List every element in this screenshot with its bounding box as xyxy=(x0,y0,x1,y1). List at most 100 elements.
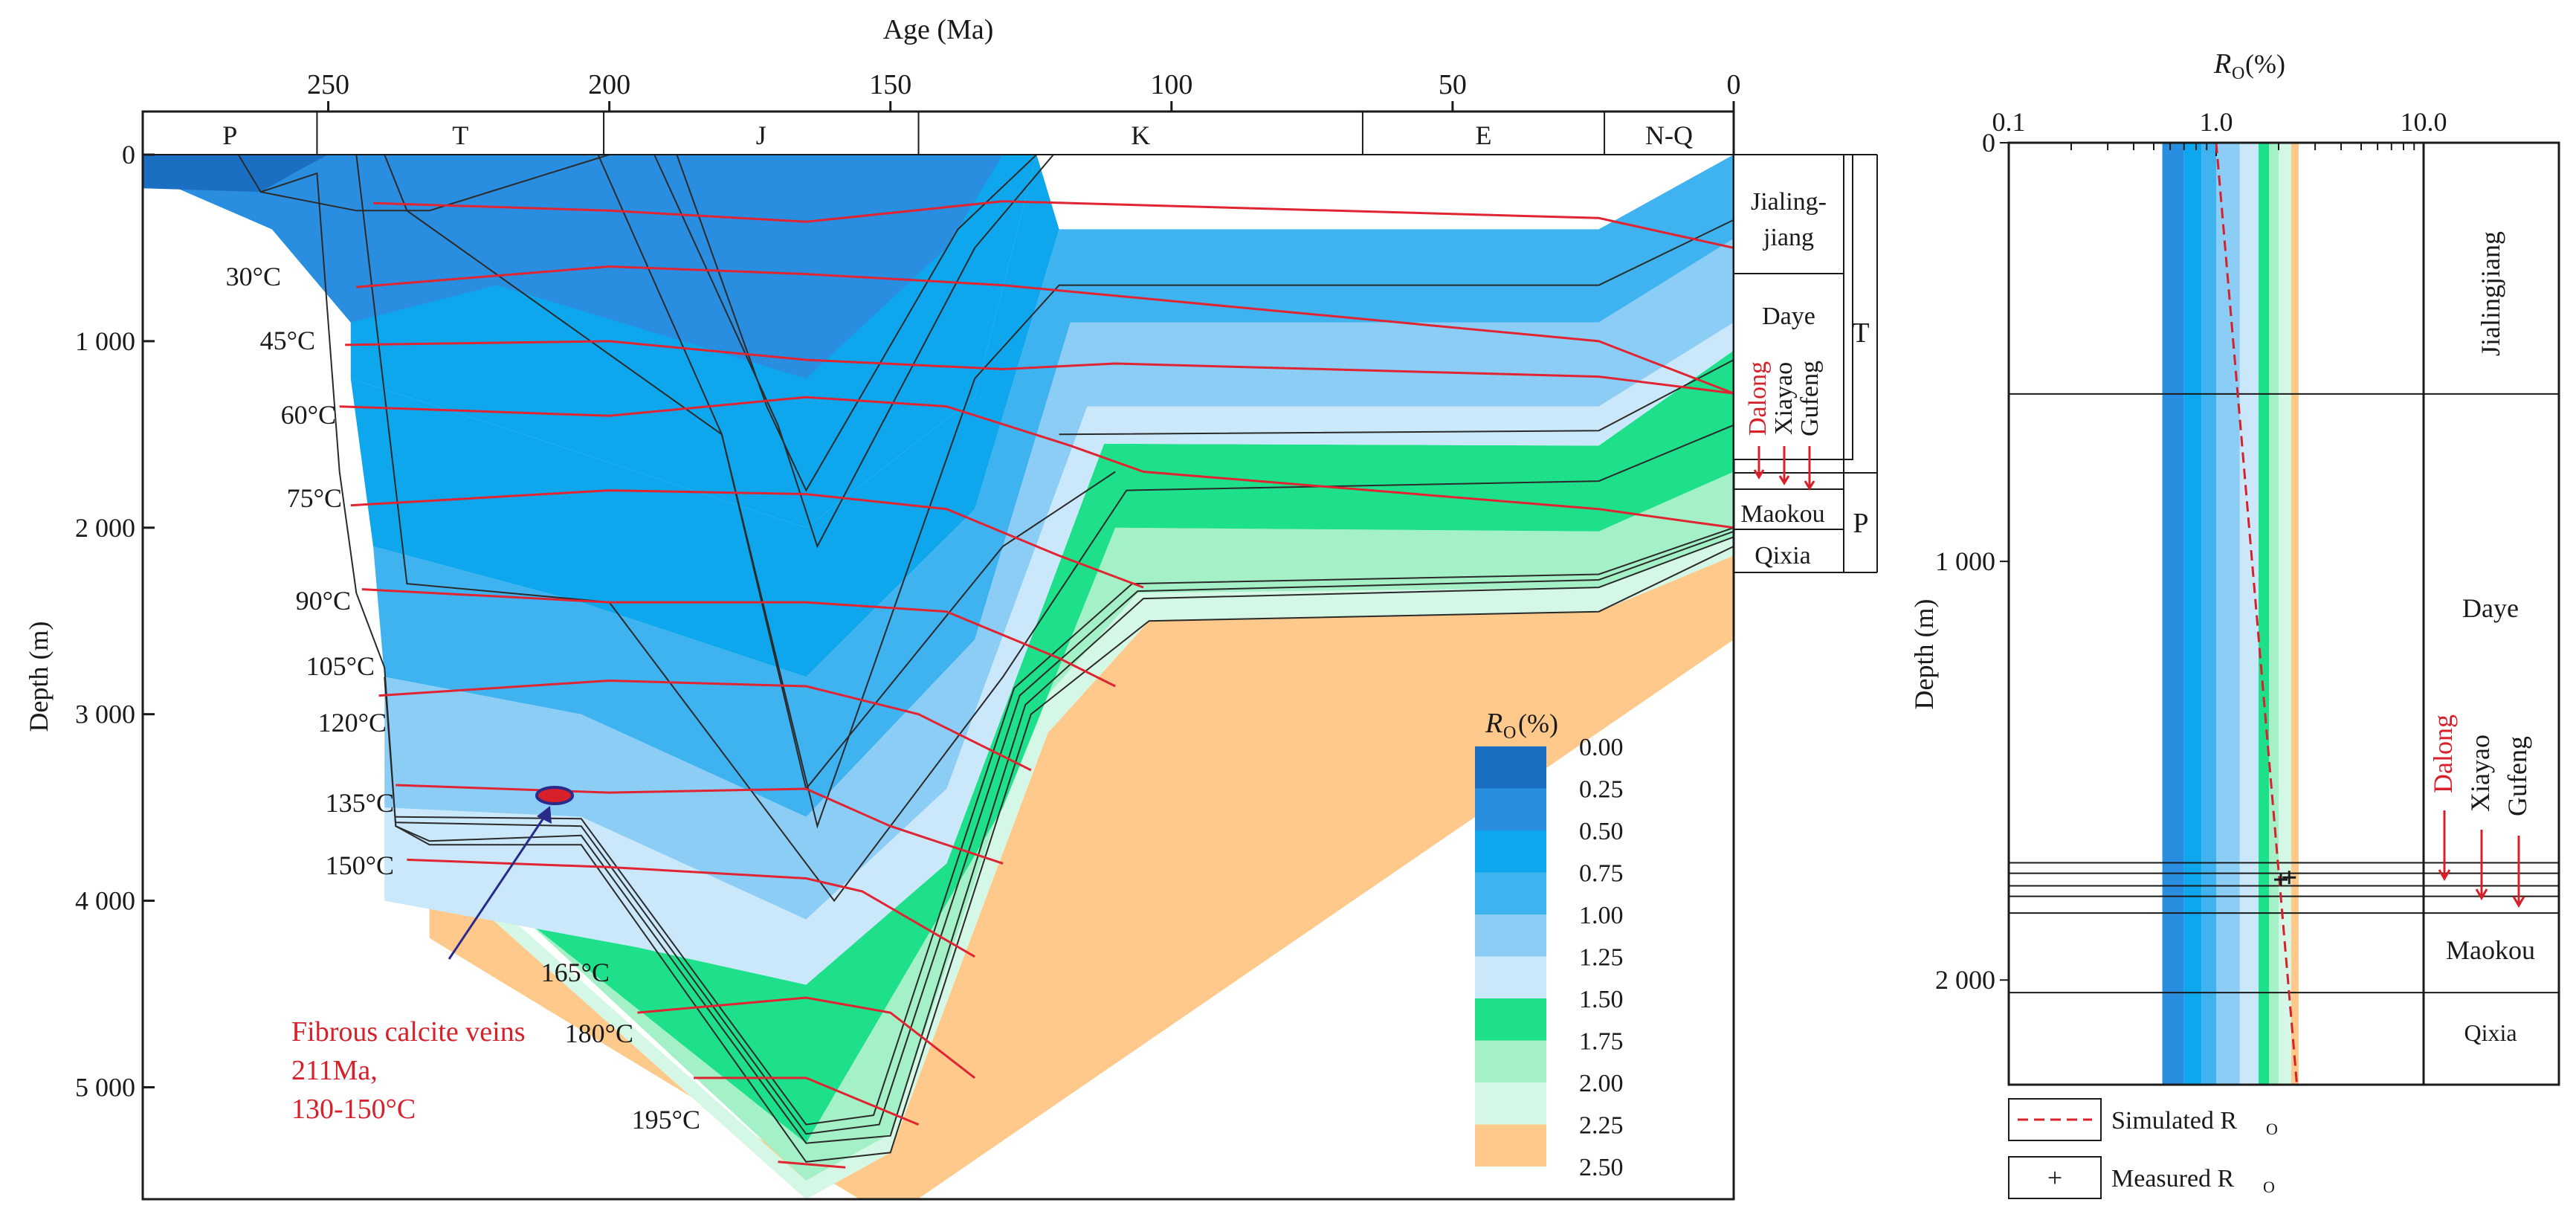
legend-simulated-sub: O xyxy=(2266,1120,2278,1138)
right-depth-tick-label: 1 000 xyxy=(1935,546,1995,576)
formation-boundaries xyxy=(2009,393,2559,994)
right-depth-axis-title: Depth (m) xyxy=(1909,599,1939,710)
calcite-vein-marker xyxy=(535,786,574,805)
age-axis-title: Age (Ma) xyxy=(883,14,994,45)
burial-line xyxy=(260,155,610,212)
ro-band-strip xyxy=(2162,143,2299,1085)
ro-legend-value: 1.75 xyxy=(1579,1028,1624,1056)
measured-ro-points xyxy=(2273,871,2296,887)
ro-legend-value: 2.00 xyxy=(1579,1070,1624,1097)
ro-zone xyxy=(143,155,329,193)
ro-legend-swatch xyxy=(1475,1040,1546,1082)
formation-jialingjiang-1: Jialing- xyxy=(1751,188,1827,216)
system-p-label: P xyxy=(1853,508,1868,539)
burial-line xyxy=(143,155,1734,1163)
depth-tick-label: 2 000 xyxy=(75,513,135,543)
period-label: N-Q xyxy=(1645,120,1693,150)
isotherm-labels: 30°C 45°C 60°C 75°C 90°C 105°C 120°C 135°C 150°C… xyxy=(226,262,700,1135)
isotherm xyxy=(372,200,1734,249)
ro-legend-swatch xyxy=(1475,956,1546,998)
ro-zone xyxy=(350,155,1059,677)
r-formation-daye: Daye xyxy=(2462,593,2519,623)
ro-axis-title-unit: (%) xyxy=(2245,49,2285,79)
burial-history-chart: Age (Ma) 250 200 150 100 50 0 P T J K E N-Q 0 1 000… xyxy=(24,14,1878,1201)
isotherm xyxy=(694,1077,920,1126)
ro-legend-value: 1.25 xyxy=(1579,944,1624,972)
ro-tick-label: 0.1 xyxy=(1992,107,2026,137)
isotherm-label: 105°C xyxy=(306,651,375,681)
r-formation-xiayao: Xiayao xyxy=(2465,735,2495,812)
r-formation-jialingjiang: Jialingjiang xyxy=(2476,231,2505,356)
system-t-label: T xyxy=(1852,317,1869,349)
isotherm xyxy=(361,588,1116,688)
r-formation-qixia: Qixia xyxy=(2464,1019,2517,1046)
ro-legend-value: 0.50 xyxy=(1579,818,1624,845)
isotherm-label: 195°C xyxy=(632,1105,700,1135)
age-tick-label: 50 xyxy=(1439,69,1467,100)
ro-band xyxy=(2201,143,2216,1085)
annotation-line-1: Fibrous calcite veins xyxy=(291,1016,525,1048)
ro-legend-value: 2.25 xyxy=(1579,1112,1624,1140)
formation-xiayao: Xiayao xyxy=(1770,362,1798,435)
legend-measured-sub: O xyxy=(2263,1178,2275,1196)
right-depth-tick-label: 2 000 xyxy=(1935,965,1995,995)
ro-band xyxy=(2216,143,2240,1085)
isotherm-label: 120°C xyxy=(318,708,387,738)
age-tick-label: 100 xyxy=(1150,69,1192,100)
isotherm-label: 90°C xyxy=(296,586,351,616)
age-axis-ticks: 250 200 150 100 50 0 xyxy=(307,69,1741,112)
ro-band xyxy=(2258,143,2270,1085)
ro-legend-title-sub: O xyxy=(1503,723,1516,743)
simulated-ro-line xyxy=(2215,142,2299,1085)
isotherm xyxy=(339,396,1734,529)
legend-simulated-label: Simulated R xyxy=(2111,1107,2237,1135)
ro-legend-swatch xyxy=(1475,872,1546,914)
ro-legend-value: 1.00 xyxy=(1579,902,1624,929)
ro-legend-swatch xyxy=(1475,998,1546,1041)
right-depth-tick-label: 0 xyxy=(1982,128,1995,158)
r-formation-maokou: Maokou xyxy=(2446,935,2535,965)
ro-band xyxy=(2269,143,2279,1085)
depth-tick-label: 4 000 xyxy=(75,886,135,916)
burial-line xyxy=(396,530,1734,1135)
ro-zone xyxy=(384,322,1734,985)
age-tick-label: 0 xyxy=(1727,69,1741,100)
right-legend: Simulated R O + Measured R O xyxy=(2008,1098,2278,1199)
ro-axis-title-sub: O xyxy=(2232,64,2244,83)
annotation-line-2: 211Ma, xyxy=(291,1055,378,1086)
isotherm xyxy=(345,340,1734,395)
isotherm-label: 165°C xyxy=(541,958,610,987)
formation-daye: Daye xyxy=(1762,303,1815,330)
ro-legend: R O (%) 0.00 0.25 0.50 0.75 1.00 1.25 1.50 1.75… xyxy=(1475,708,1624,1181)
burial-line xyxy=(676,155,1037,492)
formation-maokou: Maokou xyxy=(1740,500,1824,528)
period-label: P xyxy=(222,120,237,150)
ro-legend-value: 0.75 xyxy=(1579,860,1624,888)
ro-band xyxy=(2162,143,2184,1085)
legend-measured-label: Measured R xyxy=(2111,1165,2235,1192)
ro-legend-swatch xyxy=(1475,914,1546,957)
age-tick-label: 200 xyxy=(588,69,630,100)
r-formation-gufeng: Gufeng xyxy=(2502,736,2532,816)
ro-depth-profile-chart: R O (%) 0.1 1.0 10.0 0 1 000 2 000 Depth (m)… xyxy=(1909,48,2560,1199)
period-strip: P T J K E N-Q xyxy=(222,112,1693,155)
ro-legend-title-unit: (%) xyxy=(1518,709,1558,738)
ro-band xyxy=(2291,143,2299,1085)
formation-dalong: Dalong xyxy=(1744,361,1772,436)
isotherm-label: 180°C xyxy=(565,1019,633,1048)
ro-zone xyxy=(525,350,1734,1143)
depth-tick-label: 0 xyxy=(122,140,135,170)
plot-frame xyxy=(141,110,1735,1201)
isotherm-label: 30°C xyxy=(226,262,281,291)
age-tick-label: 150 xyxy=(869,69,911,100)
burial-line xyxy=(597,155,1734,829)
ro-legend-swatch xyxy=(1475,746,1546,789)
measured-ro-point xyxy=(2273,873,2288,887)
isotherm-label: 135°C xyxy=(326,788,394,818)
isotherm xyxy=(378,679,1032,772)
burial-line xyxy=(653,155,1054,549)
ro-legend-title: R xyxy=(1485,708,1502,739)
calcite-vein-annotation: Fibrous calcite veins 211Ma, 130-150°C xyxy=(291,786,574,1125)
measured-ro-point xyxy=(2282,871,2296,885)
ro-tick-label: 10.0 xyxy=(2401,107,2447,137)
